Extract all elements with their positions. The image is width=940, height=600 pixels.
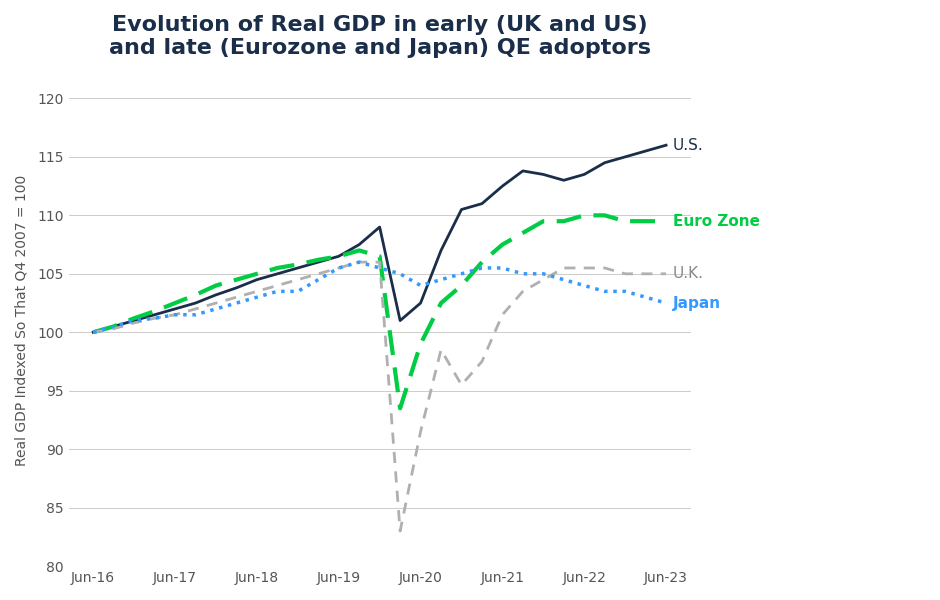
Y-axis label: Real GDP Indexed So That Q4 2007 = 100: Real GDP Indexed So That Q4 2007 = 100 bbox=[15, 175, 29, 466]
Text: Japan: Japan bbox=[673, 296, 721, 311]
Text: Euro Zone: Euro Zone bbox=[673, 214, 760, 229]
Text: U.K.: U.K. bbox=[673, 266, 704, 281]
Text: U.S.: U.S. bbox=[673, 137, 704, 152]
Title: Evolution of Real GDP in early (UK and US)
and late (Eurozone and Japan) QE adop: Evolution of Real GDP in early (UK and U… bbox=[109, 15, 650, 58]
